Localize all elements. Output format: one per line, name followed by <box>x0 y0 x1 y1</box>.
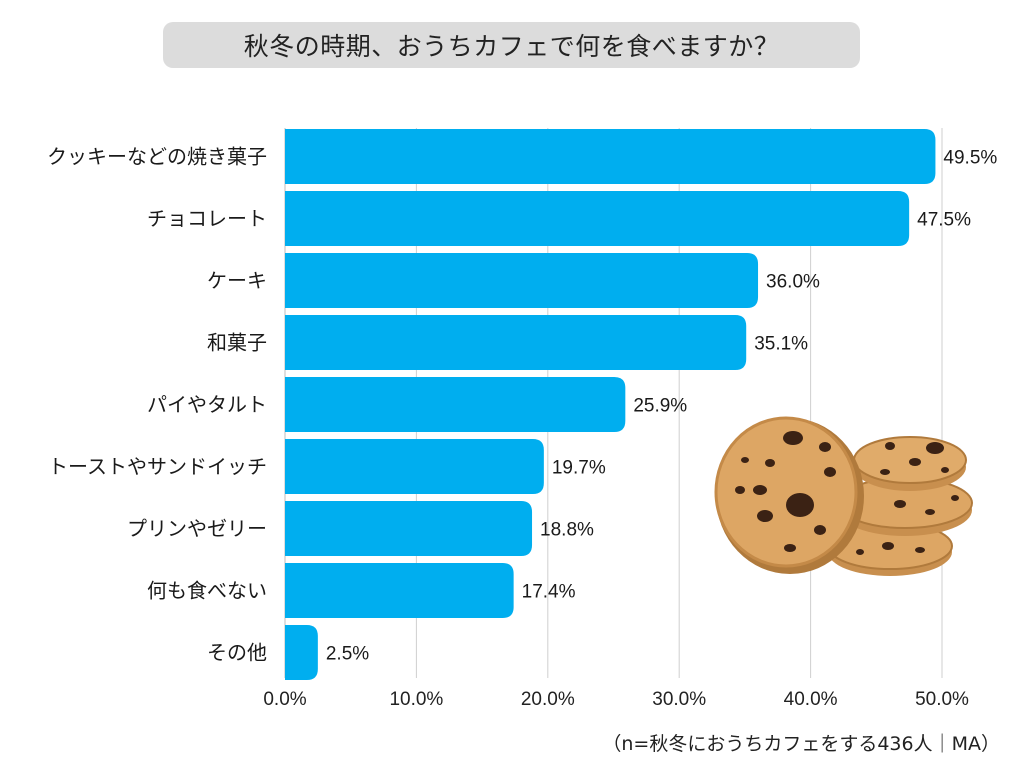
value-label: 19.7% <box>552 458 606 479</box>
category-label: プリンやゼリー <box>127 517 267 541</box>
bars <box>285 129 936 680</box>
bar <box>285 625 318 680</box>
bar <box>285 439 544 494</box>
value-label: 49.5% <box>943 148 997 169</box>
chart-title: 秋冬の時期、おうちカフェで何を食べますか？ <box>163 22 860 68</box>
x-tick-label: 40.0% <box>784 689 838 710</box>
value-label: 36.0% <box>766 272 820 293</box>
category-label: チョコレート <box>147 207 267 231</box>
bar <box>285 253 759 308</box>
bar <box>285 377 626 432</box>
category-label: 和菓子 <box>207 331 267 355</box>
value-labels: 49.5% 47.5% 36.0% 35.1% 25.9% 19.7% 18.8% 17.4%… <box>326 148 998 665</box>
bar <box>285 315 747 370</box>
bar <box>285 563 514 618</box>
x-tick-label: 50.0% <box>915 689 969 710</box>
category-label: クッキーなどの焼き菓子 <box>47 145 267 169</box>
value-label: 35.1% <box>754 334 808 355</box>
x-axis-ticks: 0.0% 10.0% 20.0% 30.0% 40.0% 50.0% <box>263 689 969 710</box>
value-label: 17.4% <box>522 582 576 603</box>
value-label: 2.5% <box>326 644 369 665</box>
x-tick-label: 0.0% <box>263 689 306 710</box>
x-tick-label: 20.0% <box>521 689 575 710</box>
category-labels: クッキーなどの焼き菓子チョコレートケーキ和菓子パイやタルトトーストやサンドイッチ… <box>47 145 267 665</box>
value-label: 18.8% <box>540 520 594 541</box>
category-label: トーストやサンドイッチ <box>48 455 267 479</box>
category-label: パイやタルト <box>147 393 267 417</box>
x-tick-label: 30.0% <box>652 689 706 710</box>
category-label: ケーキ <box>207 269 267 293</box>
bar <box>285 501 533 556</box>
value-label: 47.5% <box>917 210 971 231</box>
cookies-stack-icon <box>714 416 973 576</box>
category-label: 何も食べない <box>147 579 267 603</box>
sample-note: （n=秋冬におうちカフェをする436人｜MA） <box>602 733 1000 755</box>
x-tick-label: 10.0% <box>389 689 443 710</box>
bar <box>285 191 910 246</box>
category-label: その他 <box>207 641 267 665</box>
value-label: 25.9% <box>633 396 687 417</box>
bar <box>285 129 936 184</box>
